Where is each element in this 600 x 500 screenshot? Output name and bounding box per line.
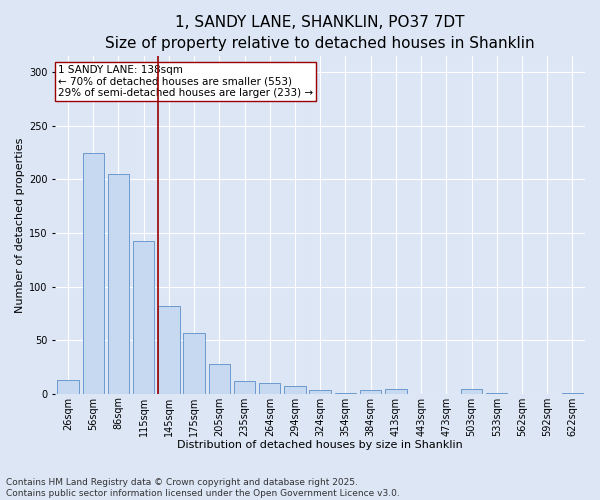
Bar bbox=[58, 380, 79, 394]
Bar bbox=[184, 332, 205, 394]
Bar bbox=[158, 306, 179, 394]
Bar bbox=[562, 392, 583, 394]
Bar bbox=[335, 392, 356, 394]
Bar bbox=[310, 390, 331, 394]
Bar bbox=[486, 392, 508, 394]
Bar bbox=[284, 386, 306, 394]
Bar bbox=[108, 174, 129, 394]
Text: 1 SANDY LANE: 138sqm
← 70% of detached houses are smaller (553)
29% of semi-deta: 1 SANDY LANE: 138sqm ← 70% of detached h… bbox=[58, 65, 313, 98]
Bar bbox=[133, 240, 154, 394]
Bar bbox=[360, 390, 382, 394]
Bar bbox=[259, 383, 280, 394]
X-axis label: Distribution of detached houses by size in Shanklin: Distribution of detached houses by size … bbox=[178, 440, 463, 450]
Text: Contains HM Land Registry data © Crown copyright and database right 2025.
Contai: Contains HM Land Registry data © Crown c… bbox=[6, 478, 400, 498]
Bar bbox=[83, 152, 104, 394]
Bar bbox=[234, 381, 255, 394]
Title: 1, SANDY LANE, SHANKLIN, PO37 7DT
Size of property relative to detached houses i: 1, SANDY LANE, SHANKLIN, PO37 7DT Size o… bbox=[106, 15, 535, 51]
Bar bbox=[461, 390, 482, 394]
Y-axis label: Number of detached properties: Number of detached properties bbox=[15, 138, 25, 312]
Bar bbox=[209, 364, 230, 394]
Bar bbox=[385, 390, 407, 394]
